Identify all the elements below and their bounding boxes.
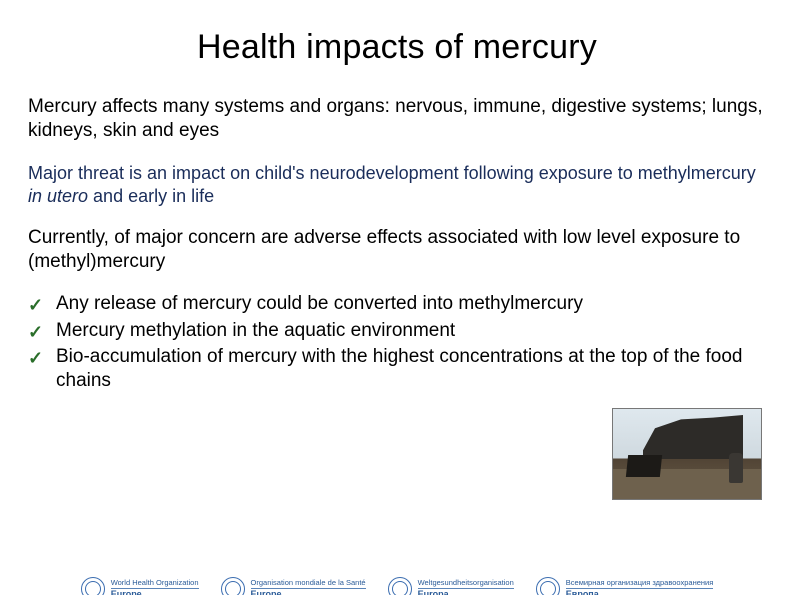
paragraph-systems: Mercury affects many systems and organs:… xyxy=(28,95,766,144)
who-logo-de: Weltgesundheitsorganisation Europa xyxy=(388,577,514,595)
logo-line2: Europe xyxy=(251,588,366,595)
logo-line1: World Health Organization xyxy=(111,579,199,587)
check-icon: ✓ xyxy=(28,347,43,370)
slide-title: Health impacts of mercury xyxy=(0,28,794,67)
bullet-item: ✓ Bio-accumulation of mercury with the hi… xyxy=(28,345,766,394)
p2-part-b: and early in life xyxy=(88,186,214,206)
logo-line1: Weltgesundheitsorganisation xyxy=(418,579,514,587)
bullet-text: Any release of mercury could be converte… xyxy=(56,293,583,314)
photo-cart xyxy=(626,455,662,477)
inline-photo xyxy=(612,408,762,500)
paragraph-neurodev: Major threat is an impact on child's neu… xyxy=(28,162,766,208)
photo-structure xyxy=(643,415,743,459)
bullets-wrap: ✓ Any release of mercury could be convert… xyxy=(0,292,794,393)
bullet-list: ✓ Any release of mercury could be convert… xyxy=(28,292,766,393)
logo-text: Всемирная организация здравоохранения Ев… xyxy=(566,579,714,595)
who-emblem-icon xyxy=(388,577,412,595)
slide: Health impacts of mercury Mercury affect… xyxy=(0,28,794,595)
logo-row: World Health Organization Europe Organis… xyxy=(0,577,794,595)
check-icon: ✓ xyxy=(28,294,43,317)
paragraph-concern: Currently, of major concern are adverse … xyxy=(28,226,766,275)
p2-italic: in utero xyxy=(28,186,88,206)
logo-line2: Europa xyxy=(418,588,514,595)
photo-person xyxy=(729,453,743,483)
footer: World Health Organization Europe Organis… xyxy=(0,577,794,595)
p2-part-a: Major threat is an impact on child's neu… xyxy=(28,163,756,183)
who-emblem-icon xyxy=(536,577,560,595)
who-logo-en: World Health Organization Europe xyxy=(81,577,199,595)
body-block: Mercury affects many systems and organs:… xyxy=(0,95,794,274)
logo-line1: Organisation mondiale de la Santé xyxy=(251,579,366,587)
bullet-text: Mercury methylation in the aquatic envir… xyxy=(56,320,455,341)
bullet-item: ✓ Any release of mercury could be convert… xyxy=(28,292,766,316)
logo-text: Organisation mondiale de la Santé Europe xyxy=(251,579,366,595)
logo-line2: Европа xyxy=(566,588,714,595)
bullet-item: ✓ Mercury methylation in the aquatic envi… xyxy=(28,319,766,343)
who-emblem-icon xyxy=(81,577,105,595)
check-icon: ✓ xyxy=(28,321,43,344)
logo-text: World Health Organization Europe xyxy=(111,579,199,595)
logo-line2: Europe xyxy=(111,588,199,595)
who-logo-fr: Organisation mondiale de la Santé Europe xyxy=(221,577,366,595)
logo-line1: Всемирная организация здравоохранения xyxy=(566,579,714,587)
who-emblem-icon xyxy=(221,577,245,595)
bullet-text: Bio-accumulation of mercury with the hig… xyxy=(56,346,743,391)
who-logo-ru: Всемирная организация здравоохранения Ев… xyxy=(536,577,714,595)
logo-text: Weltgesundheitsorganisation Europa xyxy=(418,579,514,595)
